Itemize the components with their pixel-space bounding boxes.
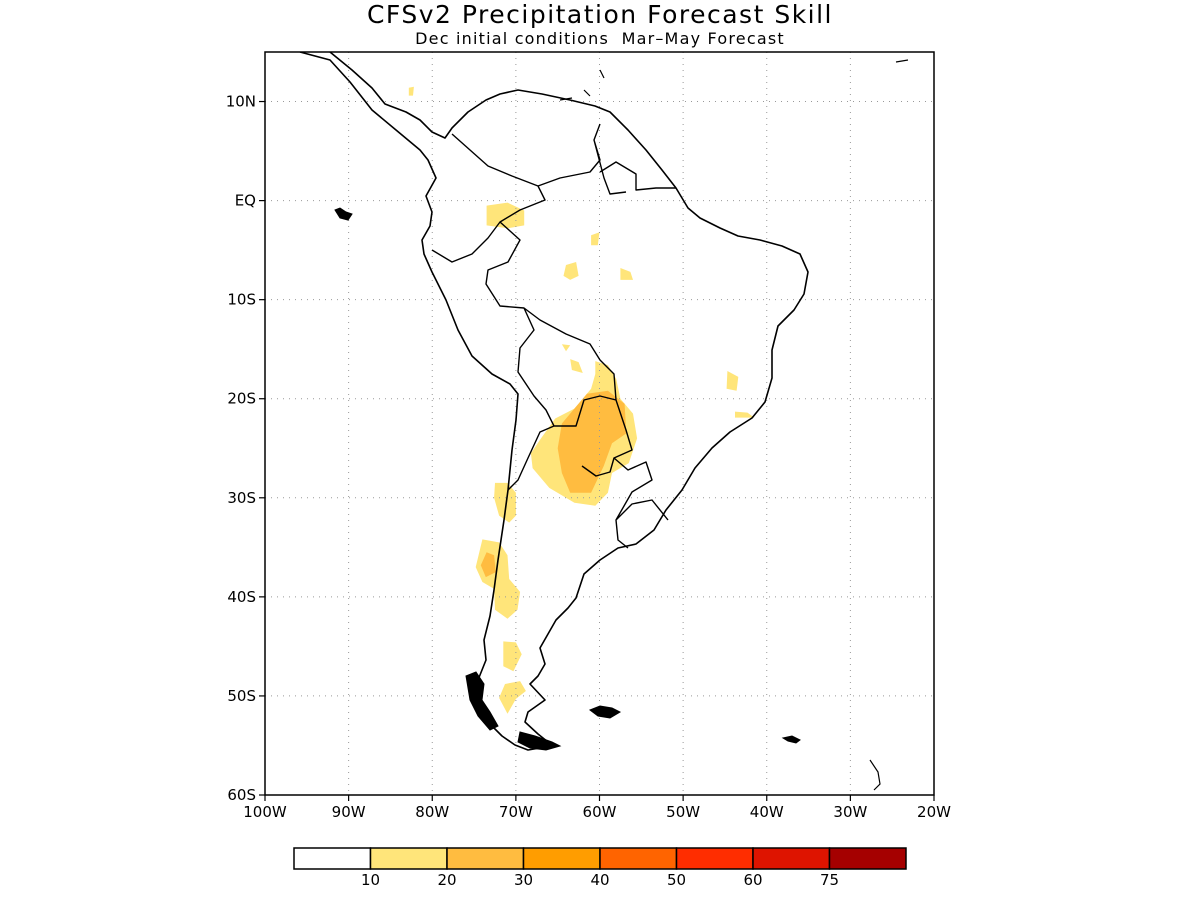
lat-tick-label: 50S xyxy=(227,687,256,705)
lat-tick-label: 10S xyxy=(227,291,256,309)
galapagos-islands xyxy=(334,207,353,221)
lat-tick-label: 10N xyxy=(226,93,256,111)
colorbar-label: 40 xyxy=(590,871,609,889)
lat-tick-label: 40S xyxy=(227,588,256,606)
lat-tick-label: 60S xyxy=(227,786,256,804)
colorbar-box xyxy=(446,847,525,870)
skill-region xyxy=(486,202,525,229)
skill-region xyxy=(503,641,522,672)
colorbar-box xyxy=(828,847,907,870)
skill-region xyxy=(563,262,579,280)
lat-tick-label: EQ xyxy=(235,192,256,210)
chilean-archipelago xyxy=(465,671,499,731)
skill-region xyxy=(726,371,739,391)
skill-region xyxy=(561,344,571,352)
lat-tick-label: 20S xyxy=(227,390,256,408)
skill-region xyxy=(570,359,583,373)
colorbar-label: 30 xyxy=(514,871,533,889)
tierra-del-fuego xyxy=(517,731,562,751)
skill-region xyxy=(557,390,627,493)
colorbar-label: 50 xyxy=(667,871,686,889)
colorbar-label: 10 xyxy=(361,871,380,889)
lon-tick-label: 100W xyxy=(243,803,287,821)
colorbar: 10 20 30 40 50 60 75 xyxy=(293,847,907,889)
lon-tick-label: 40W xyxy=(750,803,784,821)
falkland-islands xyxy=(588,705,622,719)
skill-region xyxy=(499,681,526,714)
colorbar-box xyxy=(522,847,601,870)
lon-tick-label: 20W xyxy=(917,803,951,821)
skill-region xyxy=(494,482,516,523)
colorbar-box xyxy=(293,847,372,870)
skill-region xyxy=(408,86,414,96)
skill-region xyxy=(591,232,600,246)
lon-tick-label: 80W xyxy=(415,803,449,821)
colorbar-box xyxy=(675,847,754,870)
lon-tick-label: 90W xyxy=(332,803,366,821)
skill-region xyxy=(480,552,496,578)
map-subtitle: Dec initial conditions Mar–May Forecast xyxy=(415,29,785,48)
lon-tick-label: 30W xyxy=(833,803,867,821)
lat-tick-label: 30S xyxy=(227,489,256,507)
skill-region xyxy=(475,539,521,619)
lon-tick-label: 60W xyxy=(583,803,617,821)
colorbar-label: 60 xyxy=(743,871,762,889)
south-america-coastline xyxy=(299,52,809,751)
colorbar-box xyxy=(369,847,448,870)
colorbar-box xyxy=(599,847,678,870)
lon-tick-label: 70W xyxy=(499,803,533,821)
lon-tick-label: 50W xyxy=(666,803,700,821)
skill-region xyxy=(735,411,755,418)
coastlines xyxy=(299,52,909,791)
south-georgia-island xyxy=(781,735,801,744)
map-title: CFSv2 Precipitation Forecast Skill xyxy=(366,0,834,29)
colorbar-box xyxy=(752,847,831,870)
caribbean-islands xyxy=(559,59,909,791)
skill-contours xyxy=(408,86,755,714)
skill-region xyxy=(620,268,633,280)
colorbar-label: 20 xyxy=(437,871,456,889)
colorbar-label: 75 xyxy=(820,871,839,889)
country-borders xyxy=(431,123,676,549)
